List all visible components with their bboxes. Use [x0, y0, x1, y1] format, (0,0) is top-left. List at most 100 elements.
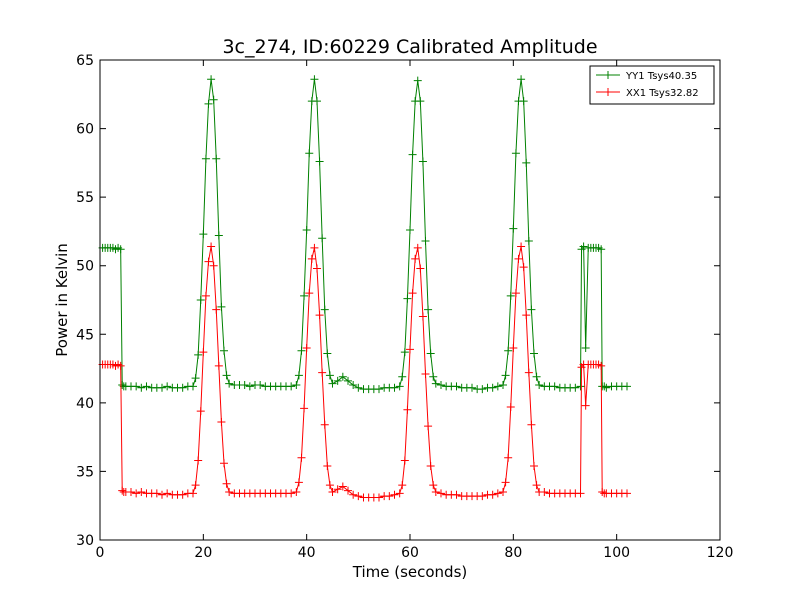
data-point — [514, 254, 523, 263]
data-point — [116, 361, 125, 370]
data-point — [522, 158, 531, 167]
series-layer — [98, 75, 631, 502]
data-point — [493, 382, 502, 391]
data-point — [532, 481, 541, 490]
x-tick-label: 20 — [194, 545, 212, 561]
data-point — [349, 490, 358, 499]
x-tick-label: 0 — [96, 545, 105, 561]
data-point — [395, 489, 404, 498]
data-point — [204, 99, 213, 108]
data-point — [385, 492, 394, 501]
data-point — [411, 254, 420, 263]
data-point — [191, 481, 200, 490]
data-point — [214, 231, 223, 240]
data-point — [178, 383, 187, 392]
data-point — [501, 478, 510, 487]
data-point — [178, 490, 187, 499]
data-point — [532, 372, 541, 381]
data-point — [209, 95, 218, 104]
data-point — [118, 486, 127, 495]
data-point — [406, 345, 414, 354]
data-point — [602, 383, 611, 392]
data-point — [581, 401, 590, 410]
data-point — [240, 381, 249, 390]
data-point — [597, 245, 606, 254]
data-point — [209, 261, 218, 270]
data-point — [493, 489, 502, 498]
data-point — [576, 489, 585, 498]
data-point — [623, 382, 631, 391]
data-point — [196, 407, 205, 416]
data-point — [511, 289, 520, 298]
data-point — [416, 97, 425, 106]
data-point — [152, 489, 161, 498]
data-point — [429, 372, 438, 381]
data-point — [220, 459, 228, 468]
data-point — [315, 157, 324, 166]
data-point — [400, 456, 409, 465]
data-point — [517, 75, 526, 84]
data-point — [137, 383, 146, 392]
data-point — [499, 488, 507, 496]
data-point — [550, 382, 559, 391]
data-point — [158, 490, 166, 499]
data-point — [499, 381, 507, 390]
data-point — [530, 349, 538, 358]
x-tick-label: 100 — [603, 545, 630, 561]
data-point — [307, 254, 316, 263]
x-tick-label: 40 — [298, 545, 316, 561]
data-point — [163, 382, 172, 391]
data-point — [302, 226, 311, 235]
data-point — [222, 371, 231, 380]
data-point — [207, 75, 216, 84]
data-point — [142, 382, 151, 391]
data-point — [338, 482, 347, 491]
legend-label: XX1 Tsys32.82 — [626, 88, 699, 99]
data-point — [333, 376, 342, 385]
data-point — [375, 385, 383, 394]
data-point — [116, 245, 125, 254]
data-point — [416, 264, 425, 273]
data-point — [292, 381, 301, 390]
data-point — [403, 294, 412, 303]
data-point — [300, 291, 309, 300]
data-point — [509, 224, 518, 233]
data-point — [132, 382, 141, 391]
data-point — [325, 371, 334, 380]
data-point — [245, 382, 254, 391]
data-point — [199, 230, 208, 239]
data-point — [320, 420, 329, 429]
data-point — [318, 368, 327, 377]
data-point — [452, 382, 461, 391]
x-axis: 0 20 40 60 80 100 120 — [96, 60, 733, 561]
y-axis: 30 35 40 45 50 55 60 65 — [76, 53, 720, 549]
legend-box — [589, 65, 715, 105]
data-point — [478, 492, 487, 501]
data-point — [527, 420, 536, 429]
data-point — [413, 243, 422, 252]
data-point — [530, 461, 538, 470]
data-point — [408, 289, 417, 298]
legend-label: YY1 Tsys40.35 — [625, 71, 697, 82]
data-point — [540, 488, 549, 496]
data-point — [199, 348, 208, 357]
data-point — [398, 481, 407, 490]
y-tick-label: 35 — [76, 464, 94, 480]
data-point — [504, 453, 513, 462]
data-point — [597, 361, 606, 370]
data-point — [400, 348, 409, 357]
data-point — [429, 481, 438, 490]
data-point — [118, 381, 127, 390]
data-point — [294, 478, 303, 487]
data-point — [421, 370, 430, 379]
data-point — [338, 372, 347, 381]
data-point — [375, 493, 383, 502]
data-point — [488, 383, 497, 392]
data-point — [305, 289, 314, 298]
x-axis-label: Time (seconds) — [352, 563, 468, 581]
data-point — [328, 379, 337, 388]
x-tick-label: 60 — [401, 545, 419, 561]
data-point — [535, 381, 544, 390]
data-point — [313, 97, 321, 106]
data-point — [217, 302, 226, 311]
